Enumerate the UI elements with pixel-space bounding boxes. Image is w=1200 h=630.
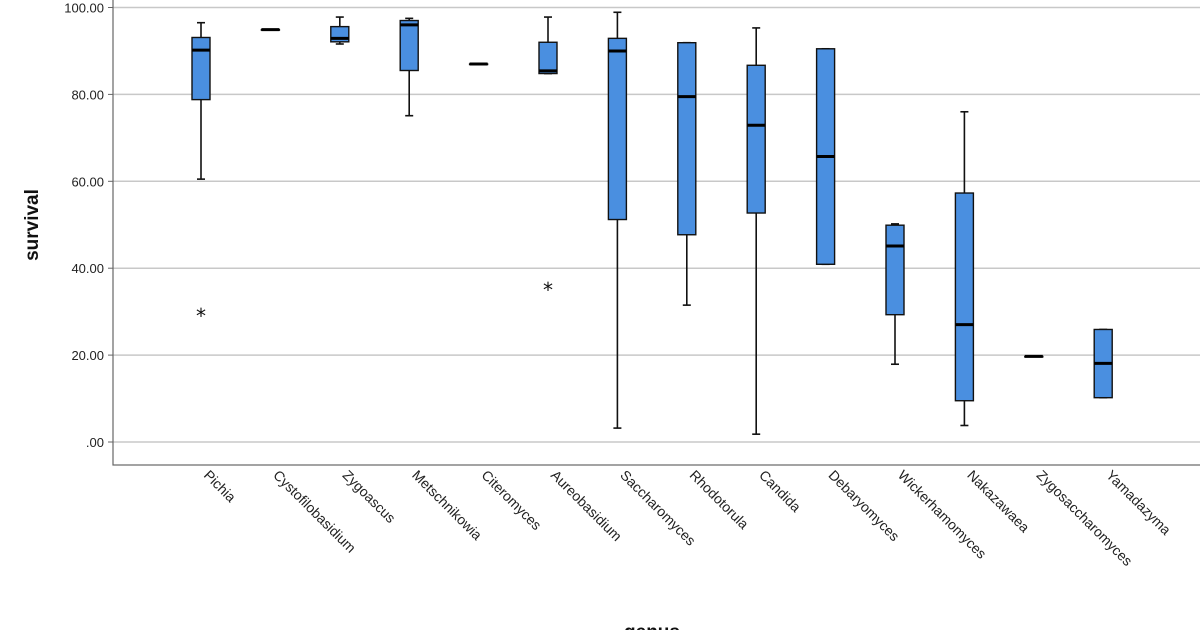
outlier-marker: * — [196, 304, 206, 328]
y-tick-label: 40.00 — [71, 261, 104, 276]
box-group: * — [538, 16, 558, 302]
box-group — [1024, 354, 1044, 358]
y-tick-label: 100.00 — [64, 1, 104, 16]
iqr-box — [954, 192, 975, 402]
y-axis-title: survival — [22, 189, 43, 261]
box-group — [954, 110, 975, 427]
iqr-box — [538, 41, 558, 75]
iqr-box — [746, 64, 766, 214]
y-tick-label: 20.00 — [71, 348, 104, 363]
y-tick-label: .00 — [86, 435, 104, 450]
box-group: * — [191, 21, 211, 328]
box-group — [330, 16, 350, 45]
x-category-label: Metschnikowia — [409, 467, 485, 543]
box-group — [746, 27, 766, 435]
x-category-label: Aureobasidium — [548, 467, 625, 544]
box-group — [468, 62, 489, 66]
x-category-label: Saccharomyces — [617, 467, 699, 549]
plot-frame — [112, 0, 1200, 466]
x-category-label: Debaryomyces — [825, 467, 902, 544]
y-tick-label: 80.00 — [71, 87, 104, 102]
box-group — [885, 223, 905, 366]
box-group — [677, 41, 697, 306]
y-tick-label: 60.00 — [71, 174, 104, 189]
box-group — [607, 11, 628, 429]
x-axis-title: genus — [624, 622, 680, 630]
box-series: ** — [191, 11, 1113, 435]
iqr-box — [607, 37, 628, 221]
iqr-box — [677, 41, 697, 236]
x-category-label: Rhodotorula — [687, 467, 752, 532]
box-group — [399, 17, 419, 117]
x-category-label: Nakazawaea — [964, 467, 1033, 536]
iqr-box — [885, 224, 905, 316]
box-group — [260, 28, 281, 32]
gridlines — [113, 6, 1200, 443]
x-category-label: Citeromyces — [478, 467, 544, 533]
iqr-box — [399, 19, 419, 72]
x-category-label: Zygoascus — [340, 467, 399, 526]
x-category-label: Yamadazyma — [1103, 467, 1174, 538]
box-group — [815, 47, 836, 266]
x-category-label: Pichia — [201, 467, 239, 505]
y-axis-ticks: .00 20.00 40.00 60.00 80.00 100.00 — [64, 1, 113, 450]
outlier-marker: * — [543, 278, 553, 302]
iqr-box — [191, 36, 211, 101]
x-category-label: Candida — [756, 467, 804, 515]
box-group — [1093, 328, 1113, 399]
